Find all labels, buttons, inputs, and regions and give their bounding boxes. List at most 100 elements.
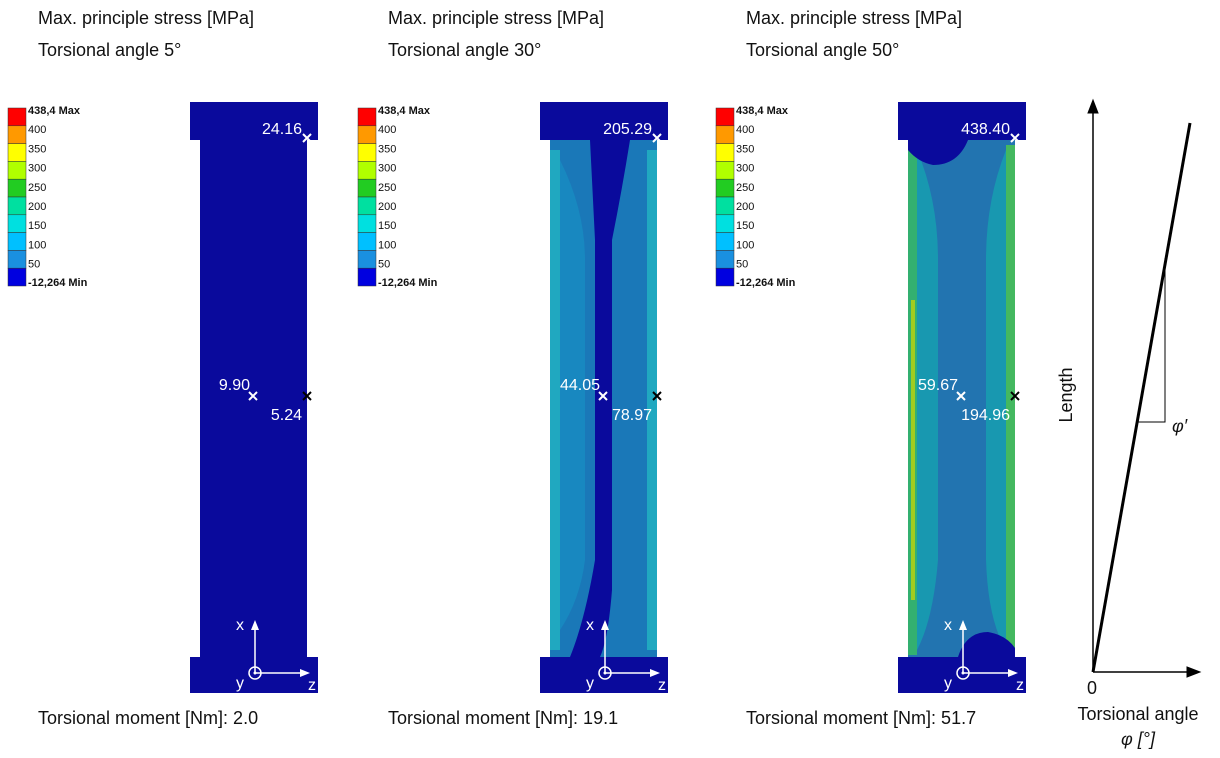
legend-swatch [8, 108, 26, 126]
legend-swatch [358, 197, 376, 215]
probe-value: 24.16 [262, 121, 302, 138]
legend-label: 100 [378, 239, 396, 251]
legend-label: 438,4 Max [28, 105, 81, 117]
specimen-bottom-grip [540, 657, 668, 693]
edge-zone [647, 150, 657, 650]
legend-label: 150 [28, 220, 46, 232]
figure: Length 0 Torsional angle φ [°] φ′ Max. p… [0, 0, 1220, 753]
legend-swatch [358, 179, 376, 197]
legend-swatch [358, 144, 376, 162]
axis-letter: y [944, 675, 952, 692]
specimen-bottom-grip [190, 657, 318, 693]
legend-label: 438,4 Max [378, 105, 431, 117]
axis-letter: y [236, 675, 244, 692]
legend-label: 300 [736, 163, 754, 175]
panel-subtitle: Torsional angle 30° [388, 40, 541, 60]
legend-label: 100 [736, 239, 754, 251]
panel-subtitle: Torsional angle 50° [746, 40, 899, 60]
specimen-body [200, 140, 307, 657]
panel: Max. principle stress [MPa] Torsional ang… [716, 8, 1026, 728]
legend-swatch [8, 250, 26, 268]
legend-swatch [358, 161, 376, 179]
edge-zone [1006, 145, 1015, 655]
legend-label: 150 [736, 220, 754, 232]
legend-label: 200 [736, 201, 754, 213]
legend-swatch [716, 126, 734, 144]
legend-swatch [358, 108, 376, 126]
axis-letter: z [658, 677, 666, 694]
legend-swatch [8, 126, 26, 144]
slope-label: φ′ [1172, 416, 1188, 436]
panel-title: Max. principle stress [MPa] [746, 8, 962, 28]
axis-letter: x [236, 617, 244, 634]
probe-value: 194.96 [961, 407, 1010, 424]
legend-swatch [8, 268, 26, 286]
legend-label: -12,264 Min [28, 277, 88, 289]
panel: Max. principle stress [MPa] Torsional ang… [358, 8, 668, 728]
legend-label: 350 [378, 143, 396, 155]
probe-value: 205.29 [603, 121, 652, 138]
legend-label: 350 [28, 143, 46, 155]
legend-label: 250 [736, 182, 754, 194]
legend-label: 50 [28, 259, 40, 271]
panel-moment: Torsional moment [Nm]: 19.1 [388, 708, 618, 728]
legend-label: 250 [378, 182, 396, 194]
legend-swatch [358, 126, 376, 144]
axis-letter: x [944, 617, 952, 634]
legend-label: -12,264 Min [378, 277, 438, 289]
legend-swatch [358, 250, 376, 268]
coordinate-origin [604, 672, 607, 675]
legend-swatch [716, 144, 734, 162]
legend-swatch [716, 197, 734, 215]
probe-value: 438.40 [961, 121, 1010, 138]
legend-swatch [8, 215, 26, 233]
specimen-bottom-grip [898, 657, 1026, 693]
panel-moment: Torsional moment [Nm]: 2.0 [38, 708, 258, 728]
legend-label: 400 [28, 124, 46, 136]
probe-value: 78.97 [612, 407, 652, 424]
coordinate-origin [254, 672, 257, 675]
legend-label: 250 [28, 182, 46, 194]
legend-label: 50 [736, 259, 748, 271]
legend-label: 50 [378, 259, 390, 271]
legend-swatch [716, 268, 734, 286]
legend-swatch [716, 250, 734, 268]
legend-label: 400 [378, 124, 396, 136]
x-axis-unit: φ [°] [1121, 729, 1156, 749]
legend-swatch [716, 215, 734, 233]
legend-label: 400 [736, 124, 754, 136]
legend-label: 100 [28, 239, 46, 251]
panel: Max. principle stress [MPa]Torsional ang… [8, 8, 318, 728]
legend-swatch [8, 197, 26, 215]
x-axis-label: Torsional angle [1077, 704, 1198, 724]
panel-title: Max. principle stress [MPa] [388, 8, 604, 28]
legend-label: 438,4 Max [736, 105, 789, 117]
probe-value: 9.90 [219, 377, 250, 394]
probe-value: 59.67 [918, 377, 958, 394]
y-axis-label: Length [1056, 367, 1076, 422]
origin-label: 0 [1087, 678, 1097, 698]
legend-swatch [358, 233, 376, 251]
legend-swatch [716, 179, 734, 197]
axis-letter: z [308, 677, 316, 694]
legend-label: -12,264 Min [736, 277, 796, 289]
probe-value: 5.24 [271, 407, 302, 424]
coordinate-origin [962, 672, 965, 675]
legend-swatch [358, 268, 376, 286]
axis-letter: z [1016, 677, 1024, 694]
panel-moment: Torsional moment [Nm]: 51.7 [746, 708, 976, 728]
legend-label: 350 [736, 143, 754, 155]
axis-letter: x [586, 617, 594, 634]
legend-swatch [8, 179, 26, 197]
probe-value: 44.05 [560, 377, 600, 394]
legend-label: 200 [28, 201, 46, 213]
edge-zone [986, 150, 1006, 650]
mid-zone [560, 160, 585, 630]
edge-zone [550, 150, 560, 650]
legend-swatch [716, 233, 734, 251]
legend-label: 300 [378, 163, 396, 175]
panel-title: Max. principle stress [MPa] [38, 8, 254, 28]
legend-swatch [8, 233, 26, 251]
schematic [1088, 100, 1200, 677]
legend-swatch [716, 108, 734, 126]
